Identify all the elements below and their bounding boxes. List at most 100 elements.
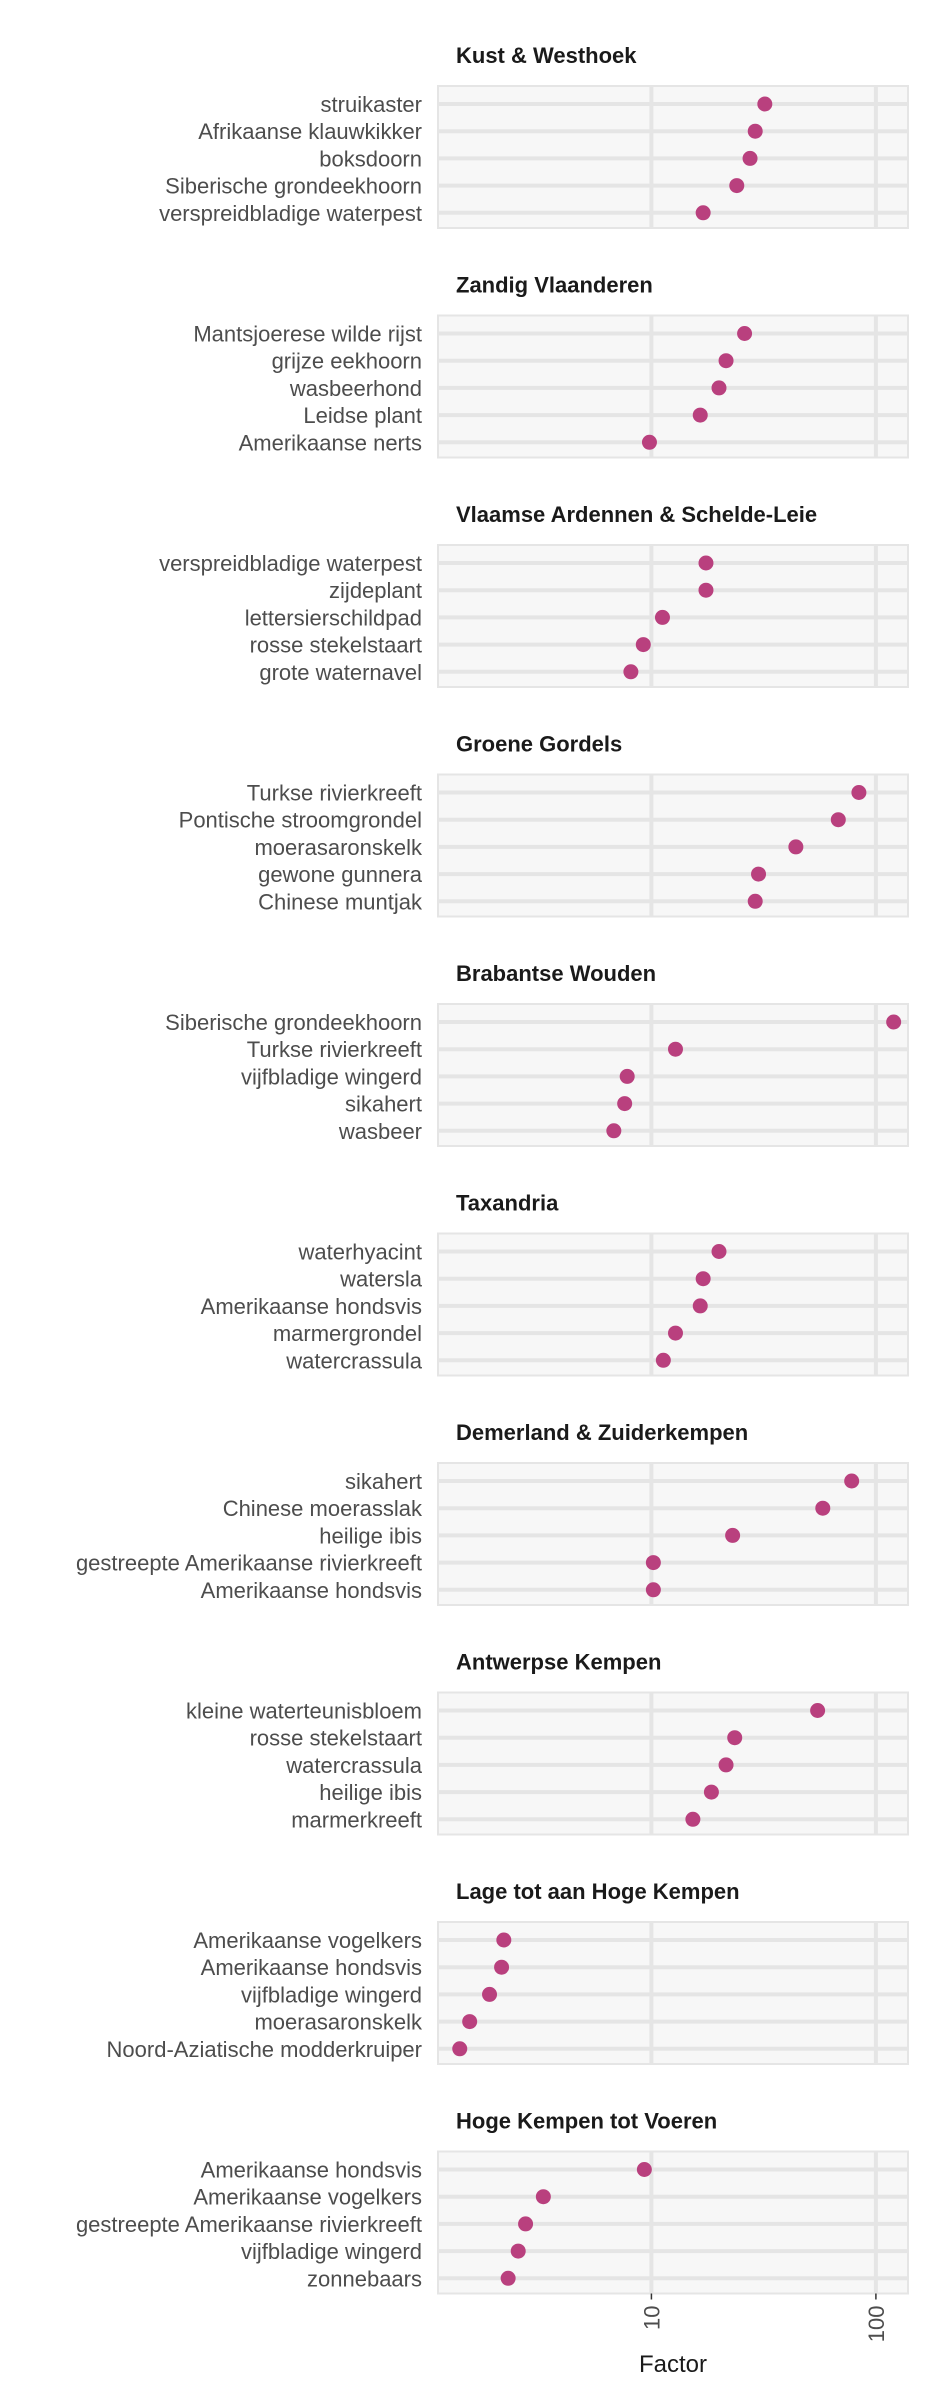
category-label: boksdoorn [319, 146, 422, 171]
category-label: Chinese muntjak [258, 889, 423, 914]
data-point [725, 1527, 741, 1543]
panel-title: Vlaamse Ardennen & Schelde-Leie [456, 502, 817, 527]
category-label: lettersierschildpad [245, 605, 422, 630]
panel-title: Hoge Kempen tot Voeren [456, 2109, 717, 2134]
category-label: Leidse plant [303, 403, 422, 428]
data-point [500, 2270, 516, 2286]
data-point [645, 1555, 661, 1571]
category-label: zijdeplant [329, 578, 422, 603]
data-point [636, 2162, 652, 2177]
panel-title: Taxandria [456, 1191, 559, 1216]
category-label: Afrikaanse klauwkikker [198, 119, 422, 144]
category-label: Mantsjoerese wilde rijst [193, 322, 422, 347]
category-label: watercrassula [285, 1348, 422, 1373]
data-point [742, 150, 758, 166]
category-label: rosse stekelstaart [250, 633, 422, 658]
category-label: moerasaronskelk [254, 835, 423, 860]
data-point [703, 1784, 719, 1800]
data-point [727, 1730, 743, 1746]
category-label: marmerkreeft [291, 1807, 422, 1832]
category-label: waterhyacint [297, 1240, 422, 1265]
category-label: Pontische stroomgrondel [179, 808, 422, 833]
data-point [617, 1096, 633, 1112]
category-label: marmergrondel [273, 1321, 422, 1346]
category-label: gewone gunnera [258, 862, 423, 887]
category-label: grijze eekhoorn [272, 349, 422, 374]
data-point [641, 434, 657, 450]
data-point [698, 582, 714, 598]
data-point [810, 1703, 826, 1718]
x-tick-label: 100 [864, 2306, 889, 2343]
panel-title: Groene Gordels [456, 732, 622, 757]
category-label: verspreidbladige waterpest [159, 551, 422, 576]
data-point [619, 1068, 635, 1084]
data-point [482, 1986, 498, 2002]
data-point [462, 2014, 478, 2030]
data-point [737, 326, 753, 341]
data-point [606, 1123, 622, 1139]
x-axis-title: Factor [639, 2351, 707, 2378]
category-label: Amerikaanse vogelkers [193, 2185, 422, 2210]
category-label: zonnebaars [307, 2266, 422, 2291]
panel-title: Antwerpse Kempen [456, 1650, 661, 1675]
data-point [844, 1473, 860, 1489]
category-label: struikaster [321, 92, 422, 117]
data-point [695, 205, 711, 221]
panel-title: Kust & Westhoek [456, 43, 637, 68]
category-label: kleine waterteunisbloem [186, 1699, 422, 1724]
data-point [698, 555, 714, 571]
panel-title: Demerland & Zuiderkempen [456, 1420, 748, 1445]
data-point [757, 96, 773, 112]
category-label: Turkse rivierkreeft [247, 1037, 422, 1062]
category-label: Amerikaanse hondsvis [201, 1955, 422, 1980]
data-point [718, 353, 734, 369]
data-point [655, 1352, 671, 1368]
category-label: Amerikaanse hondsvis [201, 2158, 422, 2183]
category-label: Siberische grondeekhoorn [165, 174, 422, 199]
x-tick-label: 10 [639, 2306, 664, 2330]
category-label: gestreepte Amerikaanse rivierkreeft [76, 2212, 422, 2237]
data-point [635, 637, 651, 653]
data-point [494, 1959, 510, 1975]
category-label: Amerikaanse hondsvis [201, 1294, 422, 1319]
category-label: moerasaronskelk [254, 2010, 423, 2035]
data-point [711, 1244, 727, 1259]
category-label: grote waternavel [259, 660, 422, 685]
category-label: Amerikaanse hondsvis [201, 1578, 422, 1603]
category-label: sikahert [345, 1469, 422, 1494]
category-label: Chinese moerasslak [223, 1496, 423, 1521]
category-label: sikahert [345, 1092, 422, 1117]
category-label: vijfbladige wingerd [241, 2239, 422, 2264]
data-point [452, 2041, 468, 2057]
data-point [711, 380, 727, 396]
data-point [496, 1932, 512, 1948]
category-label: gestreepte Amerikaanse rivierkreeft [76, 1551, 422, 1576]
data-point [851, 785, 867, 800]
data-point [535, 2189, 551, 2205]
category-label: heilige ibis [319, 1523, 422, 1548]
category-label: rosse stekelstaart [250, 1726, 422, 1751]
data-point [623, 664, 639, 680]
data-point [830, 812, 846, 828]
data-point [692, 407, 708, 423]
data-point [747, 123, 763, 139]
panel-title: Brabantse Wouden [456, 961, 656, 986]
data-point [886, 1014, 902, 1030]
panel-title: Zandig Vlaanderen [456, 273, 653, 298]
data-point [695, 1271, 711, 1287]
data-point [815, 1500, 831, 1516]
category-label: vijfbladige wingerd [241, 1982, 422, 2007]
data-point [645, 1582, 661, 1598]
data-point [518, 2216, 534, 2232]
panel-title: Lage tot aan Hoge Kempen [456, 1879, 740, 1904]
data-point [692, 1298, 708, 1314]
data-point [751, 866, 767, 882]
data-point [667, 1041, 683, 1057]
category-label: watersla [339, 1267, 423, 1292]
category-label: verspreidbladige waterpest [159, 201, 422, 226]
data-point [654, 609, 670, 625]
data-point [718, 1757, 734, 1773]
data-point [747, 893, 763, 909]
